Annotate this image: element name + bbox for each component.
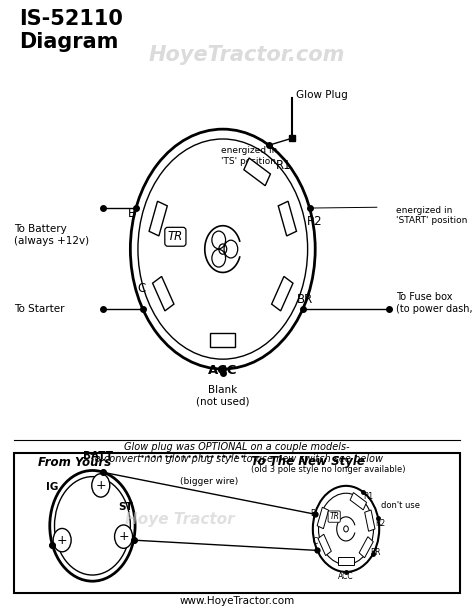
Text: www.HoyeTractor.com: www.HoyeTractor.com — [179, 596, 295, 606]
Text: To The New Style: To The New Style — [251, 455, 365, 468]
Text: From Yours: From Yours — [38, 456, 111, 469]
Bar — [318, 534, 331, 555]
Bar — [350, 493, 366, 510]
Bar — [210, 333, 235, 347]
Circle shape — [313, 486, 379, 572]
Text: To Battery
(always +12v): To Battery (always +12v) — [14, 224, 89, 246]
Text: +: + — [95, 479, 106, 492]
Bar — [272, 276, 293, 311]
Text: C: C — [312, 538, 318, 546]
Text: R1: R1 — [364, 492, 374, 501]
Text: HoyeTractor.com: HoyeTractor.com — [148, 46, 345, 65]
Text: energized in
'TS' position: energized in 'TS' position — [221, 146, 277, 166]
Text: R2: R2 — [375, 519, 385, 528]
Text: B: B — [310, 509, 315, 518]
Text: BR: BR — [297, 293, 313, 306]
Text: TR: TR — [329, 512, 339, 521]
Circle shape — [130, 129, 315, 369]
Bar — [338, 557, 354, 565]
Circle shape — [53, 528, 71, 552]
Text: +: + — [57, 534, 67, 547]
Text: B: B — [128, 207, 136, 220]
Circle shape — [92, 474, 110, 497]
Circle shape — [115, 525, 133, 549]
Text: BR: BR — [371, 548, 381, 557]
Text: Glow Plug: Glow Plug — [296, 90, 348, 100]
Text: ACC: ACC — [338, 573, 354, 581]
Text: +: + — [118, 530, 129, 543]
Text: C: C — [138, 282, 146, 295]
Text: (old 3 pole style no longer available): (old 3 pole style no longer available) — [251, 465, 406, 474]
Bar — [244, 158, 271, 186]
Text: IG: IG — [46, 482, 58, 492]
FancyBboxPatch shape — [14, 453, 460, 593]
Bar — [278, 201, 296, 236]
Bar — [317, 507, 328, 529]
Text: R2: R2 — [307, 215, 323, 228]
Text: IS-52110
Diagram: IS-52110 Diagram — [19, 9, 123, 52]
Text: (bigger wire): (bigger wire) — [180, 477, 238, 486]
Text: R1: R1 — [275, 159, 291, 172]
Bar — [149, 201, 167, 236]
Text: ACC: ACC — [208, 364, 237, 378]
Text: Glow plug was OPTIONAL on a couple models-
To convert non glow plug style to use: Glow plug was OPTIONAL on a couple model… — [91, 442, 383, 464]
Bar — [153, 276, 174, 311]
Text: ST: ST — [118, 502, 133, 512]
Text: To Fuse box
(to power dash, etc): To Fuse box (to power dash, etc) — [396, 292, 474, 314]
Text: BATT: BATT — [83, 451, 113, 461]
Text: TR: TR — [168, 230, 183, 244]
Bar — [365, 510, 375, 531]
Text: energized in
'START' position: energized in 'START' position — [396, 206, 467, 226]
Text: don't use: don't use — [381, 501, 419, 510]
Text: Hoye Tractor: Hoye Tractor — [125, 512, 235, 527]
Text: Blank
(not used): Blank (not used) — [196, 385, 249, 407]
Text: To Starter: To Starter — [14, 304, 65, 314]
Circle shape — [50, 470, 135, 581]
Bar — [359, 537, 374, 558]
